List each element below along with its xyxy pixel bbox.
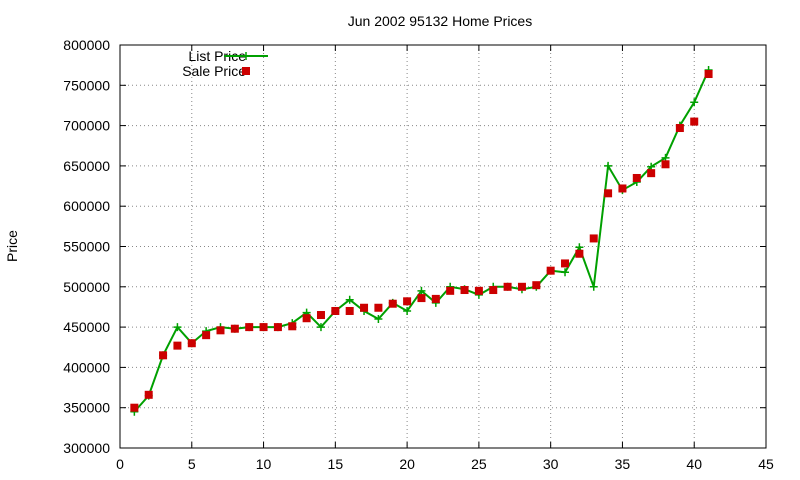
sale-price-point (374, 303, 383, 312)
list-price-point (374, 315, 383, 324)
list-price-point (561, 268, 570, 277)
legend: List Price Sale Price (182, 48, 268, 79)
sale-price-point (704, 70, 713, 79)
x-tick-label: 35 (615, 456, 631, 472)
x-tick-label: 0 (116, 456, 124, 472)
sale-price-point (417, 294, 426, 303)
sale-price-point (460, 286, 469, 295)
list-price-point (403, 306, 412, 315)
axis-ticks: 0 5 10 15 20 25 30 35 40 45 300000 350000 400000 4500… (63, 37, 774, 472)
sale-price-point (503, 282, 512, 291)
sale-price-point (532, 281, 541, 290)
sale-price-point (604, 189, 613, 198)
chart-title: Jun 2002 95132 Home Prices (348, 13, 532, 29)
series-layer (130, 65, 713, 416)
sale-price-point (331, 306, 340, 315)
x-tick-label: 15 (328, 456, 344, 472)
sale-price-point (173, 341, 182, 350)
sale-price-point (618, 184, 627, 193)
sale-price-point (288, 322, 297, 331)
list-price-point (316, 323, 325, 332)
y-tick-label: 400000 (63, 359, 110, 375)
list-price-point (345, 295, 354, 304)
sale-price-point (431, 294, 440, 303)
legend-label-list-price: List Price (188, 48, 246, 64)
x-tick-label: 45 (758, 456, 774, 472)
y-tick-label: 650000 (63, 158, 110, 174)
list-price-point (589, 282, 598, 291)
legend-label-sale-price: Sale Price (182, 63, 246, 79)
sale-price-point (517, 282, 526, 291)
sale-price-point (345, 306, 354, 315)
sale-price-point (187, 339, 196, 348)
sale-price-point (561, 259, 570, 268)
y-axis-label: Price (4, 230, 20, 262)
sale-price-point (259, 323, 268, 332)
sale-price-point (675, 124, 684, 133)
sale-price-point (403, 297, 412, 306)
sale-price-point (230, 324, 239, 333)
sale-price-point (316, 311, 325, 320)
sale-price-point (388, 299, 397, 308)
sale-price-point (202, 331, 211, 340)
sale-price-point (130, 403, 139, 412)
sale-price-point (589, 234, 598, 243)
list-price-point (690, 98, 699, 107)
x-tick-label: 40 (686, 456, 702, 472)
x-tick-label: 20 (399, 456, 415, 472)
sale-price-point (446, 286, 455, 295)
x-tick-label: 5 (188, 456, 196, 472)
sale-price-point (647, 169, 656, 178)
y-tick-label: 700000 (63, 118, 110, 134)
sale-price-point (575, 249, 584, 258)
list-price-point (417, 286, 426, 295)
sale-price-point (273, 323, 282, 332)
sale-price-point (632, 173, 641, 182)
sale-price-point (489, 286, 498, 295)
list-price-point (604, 161, 613, 170)
grid (120, 45, 766, 448)
legend-marker-sale-price (242, 67, 250, 75)
sale-price-point (216, 326, 225, 335)
sale-price-point (690, 117, 699, 126)
y-tick-label: 750000 (63, 77, 110, 93)
y-tick-label: 300000 (63, 440, 110, 456)
sale-price-point (245, 323, 254, 332)
sale-price-point (159, 351, 168, 360)
y-tick-label: 350000 (63, 400, 110, 416)
sale-price-point (474, 286, 483, 295)
legend-marker-list-price (242, 52, 250, 60)
y-tick-label: 800000 (63, 37, 110, 53)
sale-price-point (661, 160, 670, 169)
y-tick-label: 600000 (63, 198, 110, 214)
list-price-point (173, 323, 182, 332)
y-tick-label: 500000 (63, 279, 110, 295)
x-tick-label: 10 (256, 456, 272, 472)
sale-price-point (144, 390, 153, 399)
sale-price-point (360, 303, 369, 312)
sale-price-point (302, 314, 311, 323)
y-tick-label: 550000 (63, 239, 110, 255)
x-tick-label: 30 (543, 456, 559, 472)
y-tick-label: 450000 (63, 319, 110, 335)
x-tick-label: 25 (471, 456, 487, 472)
sale-price-point (546, 266, 555, 275)
